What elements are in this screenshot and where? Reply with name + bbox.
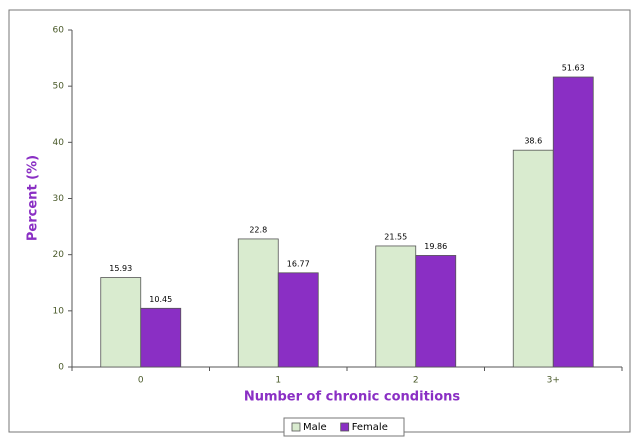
y-axis-title: Percent (%) — [26, 155, 41, 241]
bar — [415, 255, 457, 368]
value-label: 38.6 — [524, 137, 542, 146]
y-tick-label: 10 — [53, 306, 65, 316]
bar — [100, 277, 142, 368]
legend-label: Female — [352, 422, 388, 433]
bar — [140, 307, 182, 368]
legend-swatch — [340, 422, 350, 432]
x-axis-title: Number of chronic conditions — [244, 390, 461, 405]
y-tick-label: 30 — [53, 194, 65, 204]
value-label: 10.45 — [149, 295, 172, 304]
x-tick-label: 3+ — [547, 376, 560, 386]
value-label: 51.63 — [562, 64, 585, 73]
bar — [375, 245, 417, 368]
value-label: 21.55 — [384, 232, 407, 241]
value-label: 19.86 — [424, 242, 447, 251]
legend-label: Male — [303, 422, 327, 433]
legend-swatch — [291, 422, 301, 432]
x-tick-label: 0 — [138, 376, 144, 386]
bar — [512, 149, 554, 368]
y-tick-label: 20 — [53, 250, 65, 260]
y-tick-label: 40 — [53, 138, 65, 148]
bar — [552, 76, 594, 368]
y-tick-label: 50 — [53, 82, 65, 92]
x-tick-label: 2 — [413, 376, 419, 386]
bar — [277, 272, 319, 368]
value-label: 15.93 — [109, 264, 132, 273]
bar — [237, 238, 279, 368]
value-label: 16.77 — [287, 259, 310, 268]
x-tick-label: 1 — [275, 376, 281, 386]
value-label: 22.8 — [249, 225, 267, 234]
y-tick-label: 0 — [58, 363, 64, 373]
y-tick-label: 60 — [53, 26, 65, 36]
